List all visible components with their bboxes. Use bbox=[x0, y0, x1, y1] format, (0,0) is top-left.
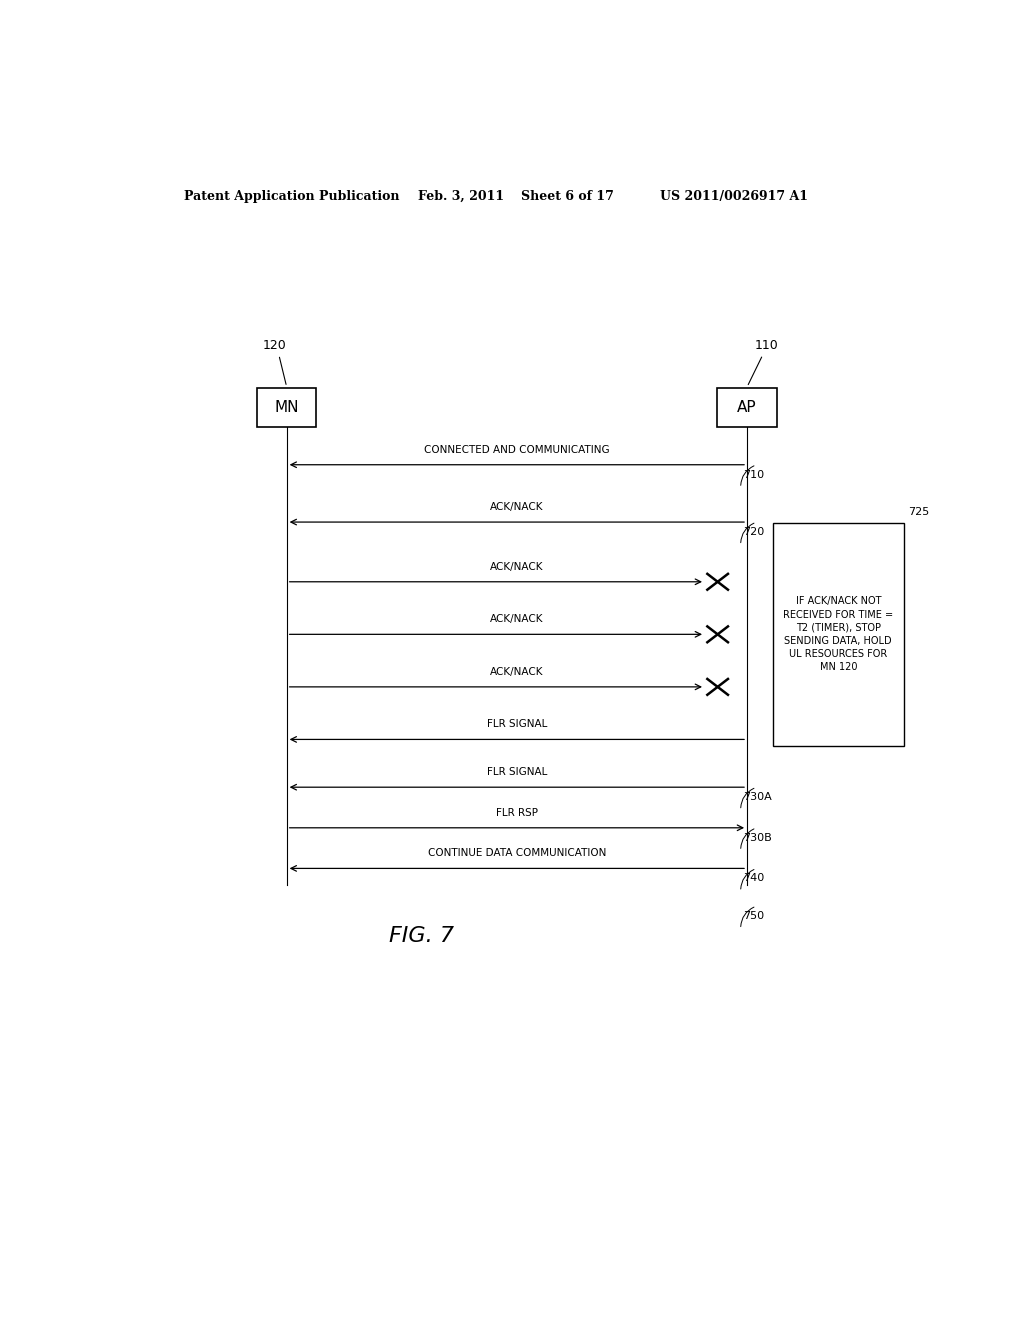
FancyBboxPatch shape bbox=[717, 388, 777, 426]
Text: 710: 710 bbox=[743, 470, 764, 480]
Text: ACK/NACK: ACK/NACK bbox=[490, 502, 544, 512]
Text: CONTINUE DATA COMMUNICATION: CONTINUE DATA COMMUNICATION bbox=[428, 849, 606, 858]
Text: 110: 110 bbox=[755, 338, 778, 351]
Text: FLR SIGNAL: FLR SIGNAL bbox=[486, 719, 547, 729]
Text: 725: 725 bbox=[907, 507, 929, 517]
FancyBboxPatch shape bbox=[773, 523, 904, 746]
Text: AP: AP bbox=[737, 400, 757, 414]
Text: FLR RSP: FLR RSP bbox=[496, 808, 538, 817]
Text: Sheet 6 of 17: Sheet 6 of 17 bbox=[521, 190, 613, 202]
FancyBboxPatch shape bbox=[257, 388, 316, 426]
Text: FLR SIGNAL: FLR SIGNAL bbox=[486, 767, 547, 777]
Text: Patent Application Publication: Patent Application Publication bbox=[183, 190, 399, 202]
Text: US 2011/0026917 A1: US 2011/0026917 A1 bbox=[659, 190, 808, 202]
Text: ACK/NACK: ACK/NACK bbox=[490, 614, 544, 624]
Text: 730A: 730A bbox=[743, 792, 772, 803]
Text: 750: 750 bbox=[743, 911, 764, 921]
Text: CONNECTED AND COMMUNICATING: CONNECTED AND COMMUNICATING bbox=[424, 445, 609, 454]
Text: IF ACK/NACK NOT
RECEIVED FOR TIME =
T2 (TIMER), STOP
SENDING DATA, HOLD
UL RESOU: IF ACK/NACK NOT RECEIVED FOR TIME = T2 (… bbox=[783, 597, 893, 672]
Text: 730B: 730B bbox=[743, 833, 772, 843]
Text: ACK/NACK: ACK/NACK bbox=[490, 667, 544, 677]
Text: Feb. 3, 2011: Feb. 3, 2011 bbox=[418, 190, 504, 202]
Text: 740: 740 bbox=[743, 874, 764, 883]
Text: FIG. 7: FIG. 7 bbox=[389, 925, 454, 946]
Text: 120: 120 bbox=[263, 338, 287, 351]
Text: 720: 720 bbox=[743, 527, 764, 537]
Text: MN: MN bbox=[274, 400, 299, 414]
Text: ACK/NACK: ACK/NACK bbox=[490, 561, 544, 572]
